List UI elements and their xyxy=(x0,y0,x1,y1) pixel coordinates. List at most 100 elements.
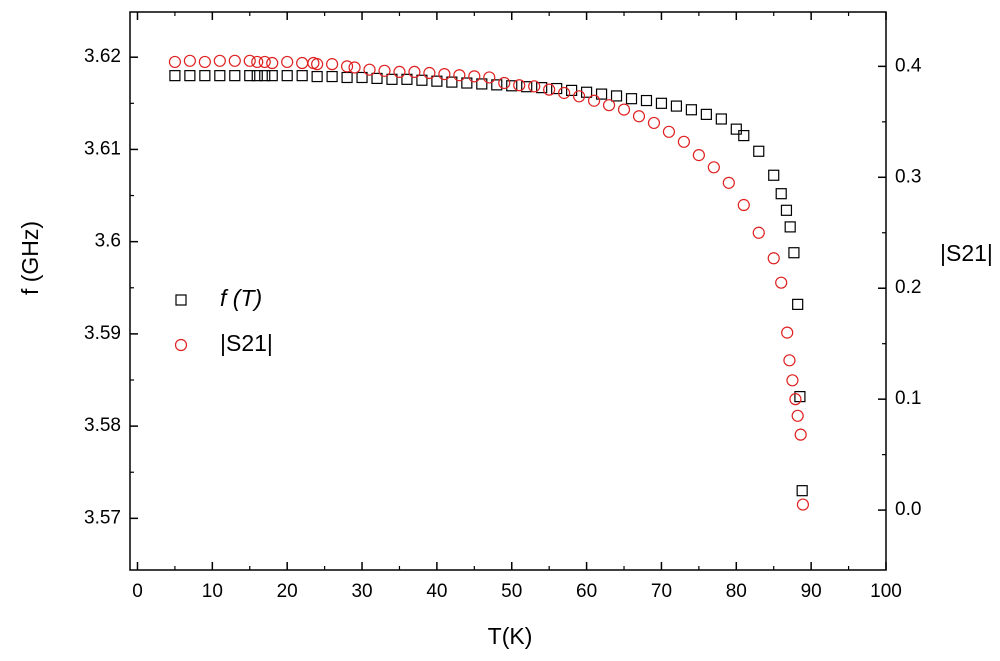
square-marker xyxy=(356,71,368,84)
square-marker xyxy=(371,72,383,85)
circle-marker xyxy=(325,58,339,71)
square-marker xyxy=(784,221,796,233)
circle-marker xyxy=(786,374,799,387)
circle-marker xyxy=(528,80,541,93)
y-tick-label: 3.59 xyxy=(84,323,121,344)
square-marker xyxy=(229,70,241,82)
square-marker xyxy=(566,84,578,96)
plot-frame xyxy=(129,11,887,571)
square-marker xyxy=(753,145,765,157)
circle-marker xyxy=(243,54,256,67)
circle-marker xyxy=(251,55,264,69)
square-marker xyxy=(640,94,653,107)
square-marker xyxy=(184,70,196,82)
square-marker xyxy=(768,169,780,181)
square-marker xyxy=(775,188,787,200)
square-marker xyxy=(730,123,742,135)
circle-marker xyxy=(340,60,354,73)
circle-marker xyxy=(393,65,406,79)
circle-marker xyxy=(543,83,556,96)
square-marker xyxy=(259,70,271,82)
square-marker xyxy=(401,73,413,85)
y2-tick-label: 0.1 xyxy=(895,388,921,409)
square-marker xyxy=(536,82,548,94)
circle-marker xyxy=(783,354,796,367)
square-marker xyxy=(780,204,793,216)
circle-marker xyxy=(558,86,571,100)
square-marker xyxy=(326,70,338,83)
circle-marker xyxy=(453,69,466,82)
square-marker xyxy=(251,70,263,82)
square-marker xyxy=(595,88,608,100)
y2-tick-label: 0.4 xyxy=(895,55,922,76)
circle-marker xyxy=(296,56,309,70)
circle-marker xyxy=(587,94,601,107)
square-marker xyxy=(580,86,593,98)
square-marker xyxy=(670,100,683,112)
circle-marker xyxy=(677,135,691,148)
circle-marker xyxy=(483,71,496,84)
circle-marker xyxy=(767,252,780,265)
y2-tick-label: 0.3 xyxy=(895,166,921,187)
circle-marker xyxy=(198,55,211,69)
square-marker xyxy=(169,70,181,82)
circle-marker xyxy=(794,428,807,441)
circle-marker xyxy=(311,58,324,71)
circle-marker xyxy=(692,149,705,162)
circle-marker xyxy=(408,65,421,79)
square-marker xyxy=(311,70,323,83)
square-marker xyxy=(341,71,353,84)
square-marker xyxy=(461,77,473,89)
square-marker xyxy=(446,76,458,88)
circle-marker xyxy=(707,161,720,174)
x-tick-label: 100 xyxy=(870,581,902,602)
x-tick-label: 50 xyxy=(501,581,522,602)
circle-marker xyxy=(281,55,294,69)
x-tick-label: 20 xyxy=(277,581,298,602)
x-tick-label: 90 xyxy=(801,581,822,602)
square-marker xyxy=(476,78,488,90)
x-tick-label: 10 xyxy=(202,581,223,602)
circle-marker xyxy=(737,198,750,212)
square-marker xyxy=(788,247,800,259)
x-tick-label: 70 xyxy=(651,581,672,602)
circle-marker xyxy=(348,61,361,74)
circle-marker xyxy=(363,63,376,76)
circle-marker xyxy=(213,54,226,67)
square-marker xyxy=(386,73,398,85)
square-marker xyxy=(738,129,750,142)
x-tick-label: 30 xyxy=(351,581,372,602)
circle-marker xyxy=(791,409,804,422)
circle-marker xyxy=(752,226,765,239)
square-marker xyxy=(792,298,804,310)
circle-marker xyxy=(168,55,182,69)
square-marker xyxy=(625,93,638,105)
square-marker xyxy=(296,70,308,82)
circle-marker xyxy=(796,498,810,511)
square-marker xyxy=(281,70,293,82)
circle-marker xyxy=(789,393,802,406)
y-tick-label: 3.58 xyxy=(84,415,121,436)
square-marker xyxy=(416,74,428,86)
y-tick-label: 3.57 xyxy=(84,507,121,528)
square-marker xyxy=(431,75,443,87)
legend-label: f (T) xyxy=(220,285,262,311)
circle-marker xyxy=(266,56,279,70)
x-tick-label: 0 xyxy=(132,581,143,602)
circle-marker xyxy=(513,79,526,92)
square-marker xyxy=(796,485,808,497)
square-marker xyxy=(521,81,533,93)
circle-marker xyxy=(258,55,271,69)
x-tick-label: 80 xyxy=(726,581,747,602)
square-marker xyxy=(199,70,211,82)
circle-marker xyxy=(183,54,196,67)
square-marker xyxy=(610,90,623,102)
square-marker xyxy=(715,113,727,125)
square-marker xyxy=(655,97,668,109)
y-tick-label: 3.6 xyxy=(95,231,121,252)
x-tick-label: 60 xyxy=(576,581,597,602)
square-marker xyxy=(214,70,226,82)
square-marker xyxy=(491,79,503,91)
circle-marker xyxy=(781,326,794,339)
